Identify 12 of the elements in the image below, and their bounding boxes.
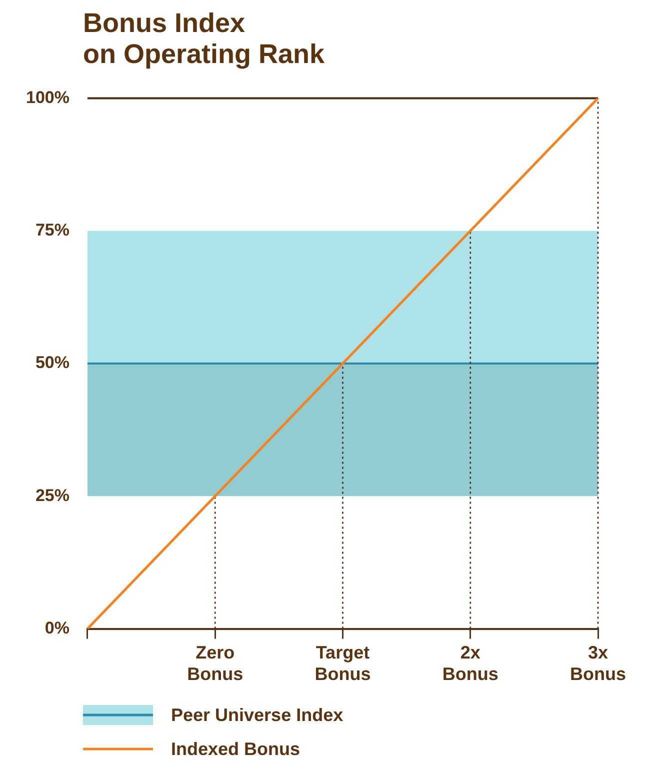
- y-tick-label: 100%: [26, 88, 70, 107]
- y-tick-label: 0%: [44, 618, 70, 638]
- chart-title: Bonus Index on Operating Rank: [83, 8, 326, 70]
- x-tick-label: Target Bonus: [314, 642, 371, 684]
- x-tick-label: 2x Bonus: [442, 642, 498, 684]
- y-tick-label: 50%: [35, 353, 70, 372]
- y-tick-label: 25%: [35, 486, 70, 505]
- x-tick-label: 3x Bonus: [570, 642, 626, 684]
- y-tick-label: 75%: [35, 220, 70, 240]
- legend-label: Indexed Bonus: [171, 738, 300, 760]
- x-tick-label: Zero Bonus: [187, 642, 244, 684]
- legend-label: Peer Universe Index: [171, 704, 344, 726]
